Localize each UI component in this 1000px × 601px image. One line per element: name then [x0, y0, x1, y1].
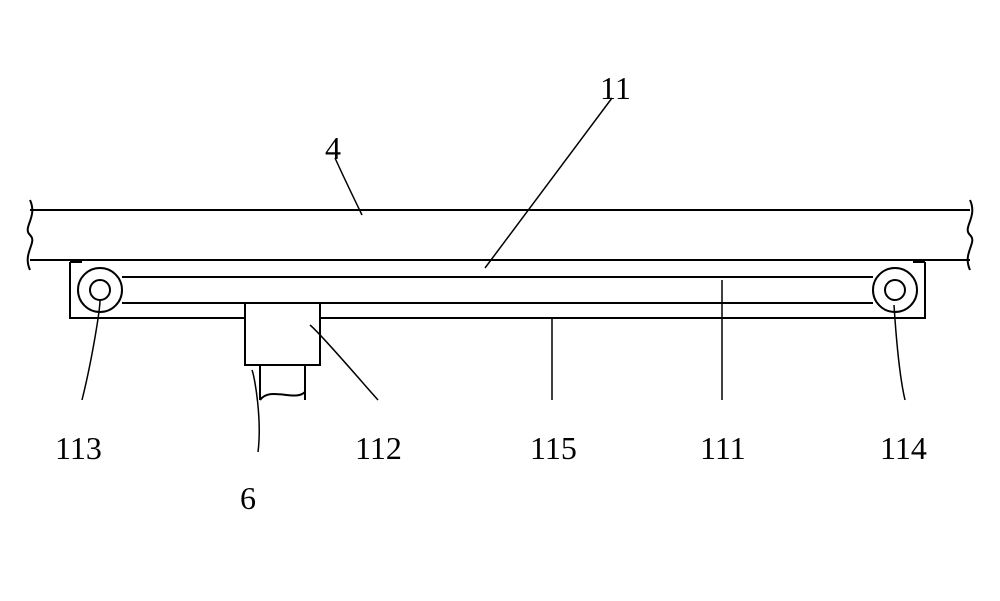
- diagram-canvas: [0, 0, 1000, 601]
- label-114: 114: [880, 430, 927, 467]
- label-115: 115: [530, 430, 577, 467]
- label-111: 111: [700, 430, 746, 467]
- label-112: 112: [355, 430, 402, 467]
- label-113: 113: [55, 430, 102, 467]
- label-6: 6: [240, 480, 256, 517]
- label-4: 4: [325, 130, 341, 167]
- label-11: 11: [600, 70, 631, 107]
